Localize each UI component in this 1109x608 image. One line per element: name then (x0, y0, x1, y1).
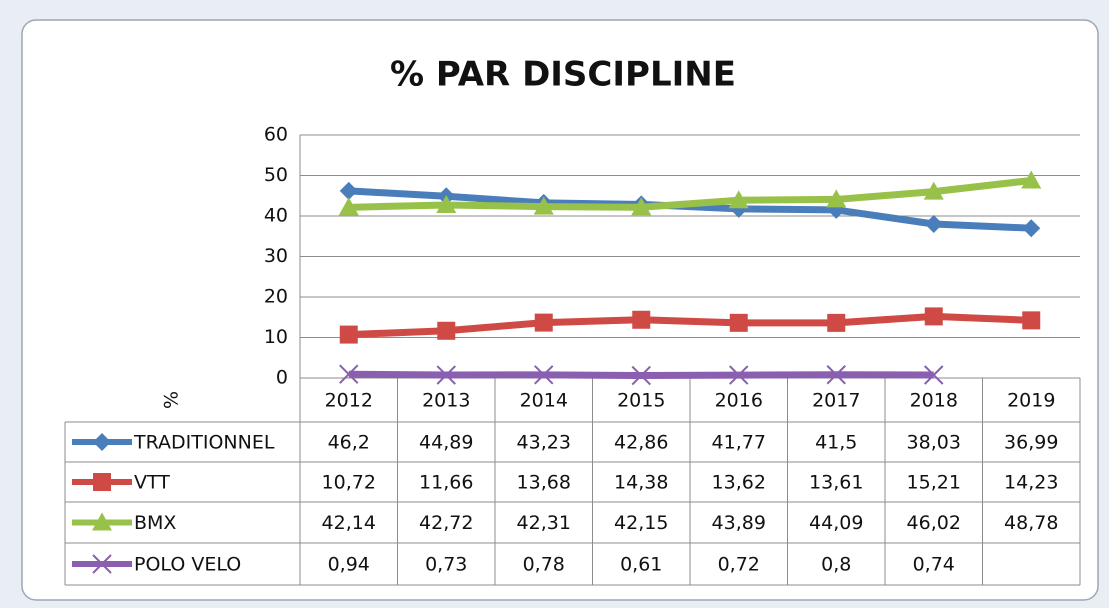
marker (1022, 311, 1041, 330)
table-cell: 0,78 (523, 554, 565, 576)
table-cell: 42,14 (322, 512, 376, 534)
marker (338, 197, 359, 216)
table-cell: 10,72 (322, 472, 376, 494)
table-cell: 0,61 (620, 554, 662, 576)
marker (1022, 219, 1041, 238)
marker (924, 307, 943, 326)
marker (826, 189, 847, 208)
table-cell: 36,99 (1004, 432, 1058, 454)
y-tick-label: 10 (264, 326, 288, 348)
series-line (348, 176, 1032, 211)
marker (436, 194, 457, 213)
marker (728, 190, 749, 209)
marker (92, 512, 112, 531)
y-tick-label: 50 (264, 164, 288, 186)
table-cell: 42,86 (614, 432, 668, 454)
marker (437, 321, 456, 340)
y-tick-label: 40 (264, 205, 288, 227)
table-cell: 44,09 (809, 512, 863, 534)
table-cell: 13,68 (517, 472, 571, 494)
legend-label: POLO VELO (134, 554, 241, 576)
table-cell: 0,74 (913, 554, 955, 576)
x-tick-label: 2012 (325, 390, 373, 412)
table-cell: 15,21 (907, 472, 961, 494)
x-tick-label: 2017 (812, 390, 860, 412)
marker (632, 310, 651, 329)
marker (827, 313, 846, 332)
legend-label: TRADITIONNEL (133, 432, 275, 454)
x-tick-label: 2019 (1007, 390, 1055, 412)
y-tick-label: 0 (276, 367, 288, 389)
marker (729, 313, 748, 332)
table-cell: 38,03 (907, 432, 961, 454)
x-tick-label: 2013 (422, 390, 470, 412)
table-cell: 13,61 (809, 472, 863, 494)
marker (534, 365, 554, 385)
table-cell: 11,66 (419, 472, 473, 494)
x-tick-label: 2018 (910, 390, 958, 412)
marker (729, 365, 749, 385)
table-cell: 48,78 (1004, 512, 1058, 534)
marker (339, 181, 358, 200)
table-cell: 42,72 (419, 512, 473, 534)
marker (93, 433, 111, 451)
marker (923, 181, 944, 200)
table-cell: 46,2 (328, 432, 370, 454)
marker (92, 554, 112, 574)
table-cell: 41,5 (815, 432, 857, 454)
y-axis-label: % (161, 391, 183, 409)
marker (924, 365, 944, 385)
table-cell: 43,23 (517, 432, 571, 454)
x-tick-label: 2016 (715, 390, 763, 412)
marker (924, 214, 943, 233)
marker (826, 365, 846, 385)
table-cell: 0,8 (821, 554, 851, 576)
marker (93, 473, 111, 491)
y-tick-label: 20 (264, 286, 288, 308)
legend-label: VTT (134, 472, 170, 494)
series-line (348, 312, 1032, 339)
legend-label: BMX (134, 512, 176, 534)
table-cell: 44,89 (419, 432, 473, 454)
marker (339, 325, 358, 344)
marker (533, 196, 554, 215)
table-cell: 13,62 (712, 472, 766, 494)
marker (339, 364, 359, 384)
marker (534, 313, 553, 332)
table-cell: 43,89 (712, 512, 766, 534)
chart-title: % PAR DISCIPLINE (390, 55, 736, 95)
table-cell: 0,72 (718, 554, 760, 576)
table-cell: 0,73 (425, 554, 467, 576)
y-tick-label: 60 (264, 124, 288, 146)
y-tick-label: 30 (264, 245, 288, 267)
table-cell: 41,77 (712, 432, 766, 454)
marker (631, 197, 652, 216)
marker (631, 365, 651, 386)
table-cell: 14,38 (614, 472, 668, 494)
chart-frame (21, 19, 1099, 601)
table-cell: 42,31 (517, 512, 571, 534)
table-cell: 42,15 (614, 512, 668, 534)
table-cell: 14,23 (1004, 472, 1058, 494)
x-tick-label: 2014 (520, 390, 568, 412)
marker (436, 365, 456, 385)
x-tick-label: 2015 (617, 390, 665, 412)
table-cell: 46,02 (907, 512, 961, 534)
marker (1021, 170, 1042, 189)
table-cell: 0,94 (328, 554, 370, 576)
